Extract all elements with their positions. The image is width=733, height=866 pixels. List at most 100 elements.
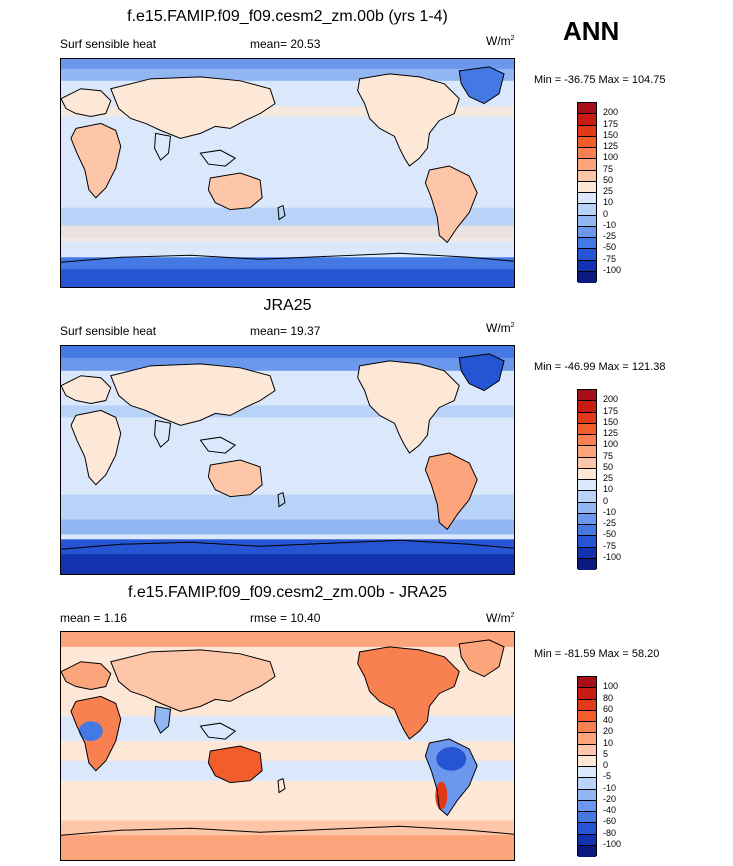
colorbar-tick-label: -25: [603, 518, 617, 528]
colorbar-swatch: [578, 547, 596, 559]
panel-1-title: f.e15.FAMIP.f09_f09.cesm2_zm.00b (yrs 1-…: [127, 8, 448, 25]
colorbar-tick-label: 200: [603, 107, 619, 118]
colorbar-tick-label: -60: [603, 816, 617, 827]
colorbar-swatch: [578, 744, 596, 756]
colorbar-tick-label: 0: [603, 495, 609, 506]
colorbar-swatch: [578, 767, 596, 779]
colorbar-tick-label: -100: [603, 551, 622, 562]
panel-3-center-label: rmse = 10.40: [250, 611, 321, 625]
colorbar-swatch: [578, 271, 596, 283]
colorbar-swatch: [578, 800, 596, 812]
colorbar-tick-label: 0: [603, 208, 609, 219]
colorbar-swatch: [578, 513, 596, 525]
colorbar-swatch: [578, 558, 596, 570]
colorbar-tick-label: -100: [603, 838, 622, 849]
colorbar-tick-label: -40: [603, 805, 617, 815]
colorbar-swatch: [578, 260, 596, 272]
colorbar-tick-label: 150: [603, 129, 619, 140]
panel-3-colorbar-labels: 100 80 60 40 20 10 5 0 -5 -10 -20 -40 -60 -80 -100: [603, 676, 643, 856]
colorbar-swatch: [578, 502, 596, 514]
colorbar-tick-label: -10: [603, 782, 617, 793]
panel-1-minmax: Min = -36.75 Max = 104.75: [534, 74, 666, 86]
colorbar-tick-label: -10: [603, 506, 617, 517]
colorbar-tick-label: -10: [603, 219, 617, 230]
colorbar-tick-label: 40: [603, 715, 614, 725]
colorbar-tick-label: 75: [603, 163, 614, 174]
colorbar-swatch: [578, 468, 596, 480]
colorbar-swatch: [578, 226, 596, 238]
colorbar-swatch: [578, 845, 596, 857]
colorbar-tick-label: 100: [603, 681, 619, 692]
colorbar-tick-label: -50: [603, 242, 617, 253]
colorbar-tick-label: 175: [603, 405, 619, 416]
colorbar-swatch: [578, 755, 596, 767]
colorbar-tick-label: -80: [603, 827, 617, 838]
colorbar-tick-label: -5: [603, 771, 612, 782]
colorbar-tick-label: -75: [603, 540, 617, 551]
colorbar-swatch: [578, 103, 596, 115]
colorbar-swatch: [578, 390, 596, 402]
colorbar-tick-label: 5: [603, 748, 609, 759]
colorbar-swatch: [578, 215, 596, 227]
colorbar-tick-label: -20: [603, 793, 617, 804]
colorbar-swatch: [578, 136, 596, 148]
panel-2-units: W/m2: [486, 321, 515, 335]
panel-2-minmax: Min = -46.99 Max = 121.38: [534, 361, 666, 373]
colorbar-tick-label: 0: [603, 760, 609, 770]
colorbar-swatch: [578, 457, 596, 469]
colorbar-tick-label: 25: [603, 473, 614, 483]
panel-2-left-label: Surf sensible heat: [60, 324, 157, 338]
panel-1-colorbar: [577, 102, 597, 283]
colorbar-swatch: [578, 446, 596, 458]
colorbar-swatch: [578, 789, 596, 801]
colorbar-tick-label: 150: [603, 416, 619, 427]
panel-2-map-svg: [61, 346, 514, 574]
colorbar-swatch: [578, 170, 596, 182]
colorbar-tick-label: -50: [603, 529, 617, 540]
colorbar-tick-label: 10: [603, 737, 614, 748]
colorbar-swatch: [578, 491, 596, 503]
panel-1-left-label: Surf sensible heat: [60, 37, 157, 51]
panel-2-map: [60, 345, 515, 575]
panel-3-minmax: Min = -81.59 Max = 58.20: [534, 648, 660, 660]
colorbar-swatch: [578, 722, 596, 734]
colorbar-tick-label: -75: [603, 253, 617, 264]
colorbar-swatch: [578, 536, 596, 548]
colorbar-tick-label: 100: [603, 152, 619, 163]
panel-3-title: f.e15.FAMIP.f09_f09.cesm2_zm.00b - JRA25: [128, 584, 447, 601]
colorbar-swatch: [578, 114, 596, 126]
colorbar-swatch: [578, 412, 596, 424]
colorbar-swatch: [578, 710, 596, 722]
panel-2-center-label: mean= 19.37: [250, 324, 321, 338]
colorbar-swatch: [578, 238, 596, 250]
colorbar-swatch: [578, 834, 596, 846]
colorbar-tick-label: 125: [603, 141, 619, 151]
panel-3-colorbar: [577, 676, 597, 857]
colorbar-swatch: [578, 193, 596, 205]
colorbar-tick-label: 60: [603, 703, 614, 714]
colorbar-tick-label: 25: [603, 186, 614, 196]
colorbar-tick-label: -100: [603, 264, 622, 275]
panel-2-colorbar: [577, 389, 597, 570]
colorbar-swatch: [578, 525, 596, 537]
colorbar-swatch: [578, 823, 596, 835]
colorbar-swatch: [578, 249, 596, 261]
colorbar-tick-label: 20: [603, 726, 614, 737]
panel-1-colorbar-labels: 200 175 150 125 100 75 50 25 10 0 -10 -25 -50 -75 -100: [603, 102, 643, 282]
colorbar-tick-label: 10: [603, 484, 614, 495]
colorbar-tick-label: 80: [603, 692, 614, 703]
colorbar-swatch: [578, 812, 596, 824]
colorbar-tick-label: 200: [603, 394, 619, 405]
colorbar-swatch: [578, 435, 596, 447]
colorbar-swatch: [578, 733, 596, 745]
colorbar-tick-label: -25: [603, 231, 617, 241]
season-label: ANN: [563, 16, 620, 46]
colorbar-swatch: [578, 204, 596, 216]
panel-3-units: W/m2: [486, 611, 515, 625]
colorbar-swatch: [578, 699, 596, 711]
colorbar-tick-label: 100: [603, 439, 619, 450]
colorbar-swatch: [578, 480, 596, 492]
colorbar-swatch: [578, 125, 596, 137]
panel-3-map: [60, 631, 515, 861]
colorbar-tick-label: 125: [603, 428, 619, 438]
